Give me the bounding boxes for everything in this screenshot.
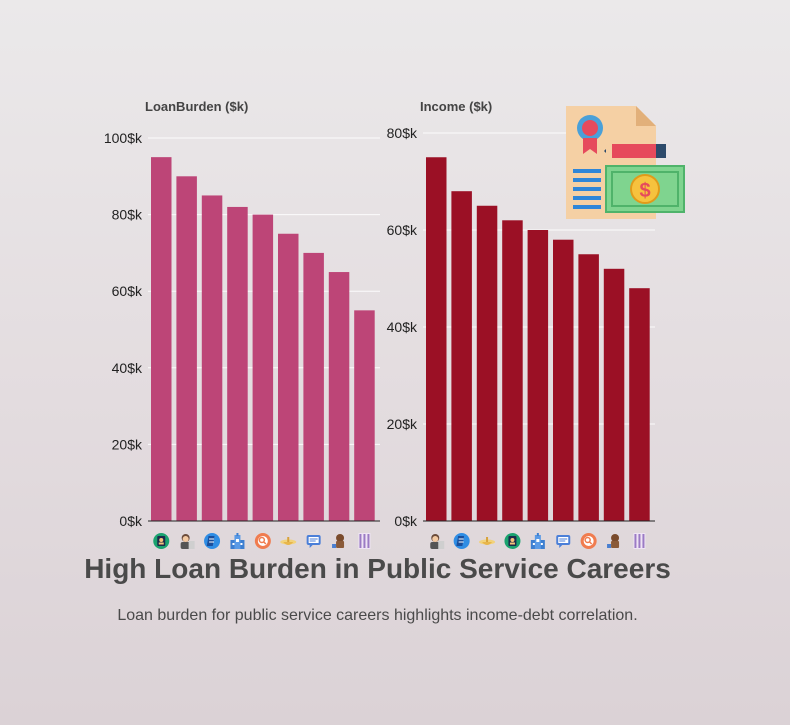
certificate-money-icon: $ bbox=[566, 106, 685, 219]
y-tick-label: 0$k bbox=[119, 513, 143, 529]
firefighter-icon bbox=[607, 534, 620, 548]
bar-librarian bbox=[201, 195, 223, 521]
social-worker-icon bbox=[430, 534, 445, 549]
teacher-icon bbox=[504, 533, 521, 549]
nonprofit-worker-icon bbox=[555, 534, 571, 549]
y-axis-ticks: 0$k 20$k 40$k 60$k 80$k 100$k bbox=[104, 130, 143, 529]
panel-label-income: Income ($k) bbox=[420, 99, 492, 114]
bar-series-income bbox=[426, 157, 650, 522]
firefighter-icon bbox=[332, 534, 345, 548]
y-tick-label: 80$k bbox=[112, 207, 143, 223]
librarian-icon bbox=[203, 532, 221, 550]
y-tick-label: 0$k bbox=[394, 513, 418, 529]
bar-nurse bbox=[227, 206, 248, 521]
bar-public-defender bbox=[578, 254, 599, 521]
bar-firefighter bbox=[328, 272, 350, 521]
panel-label-loan-burden: LoanBurden ($k) bbox=[145, 99, 248, 114]
bar-teacher bbox=[502, 220, 523, 522]
loan-burden-panel: LoanBurden ($k) 0$k 20$k 40$k 60$k 80$k 100$k bbox=[104, 99, 380, 550]
nurse-icon bbox=[530, 533, 545, 549]
teacher-icon bbox=[153, 533, 170, 549]
income-panel: Income ($k) 0$k 20$k 40$k 60$k 80$k bbox=[387, 99, 655, 550]
y-tick-label: 20$k bbox=[112, 436, 143, 452]
y-tick-label: 20$k bbox=[387, 416, 418, 432]
y-tick-label: 80$k bbox=[387, 125, 418, 141]
y-tick-label: 40$k bbox=[112, 360, 143, 376]
bar-counselor bbox=[476, 205, 498, 521]
nonprofit-worker-icon bbox=[306, 534, 322, 549]
bar-nonprofit-worker bbox=[303, 252, 324, 521]
bar-social-worker bbox=[426, 157, 447, 521]
y-tick-label: 60$k bbox=[387, 222, 418, 238]
y-tick-label: 40$k bbox=[387, 319, 418, 335]
y-axis-ticks: 0$k 20$k 40$k 60$k 80$k bbox=[387, 125, 418, 529]
social-worker-icon bbox=[180, 534, 195, 549]
bar-librarian bbox=[451, 191, 472, 521]
y-tick-label: 100$k bbox=[104, 130, 143, 146]
police-officer-icon bbox=[357, 532, 372, 550]
public-defender-icon bbox=[579, 532, 598, 550]
y-tick-label: 60$k bbox=[112, 283, 143, 299]
counselor-icon bbox=[280, 537, 297, 545]
bar-nurse bbox=[527, 230, 549, 521]
svg-text:$: $ bbox=[639, 180, 650, 202]
x-axis-category-icons bbox=[153, 532, 372, 550]
bar-series-loan-burden bbox=[151, 157, 375, 522]
counselor-icon bbox=[479, 537, 496, 545]
librarian-icon bbox=[453, 532, 471, 550]
public-defender-icon bbox=[254, 532, 272, 550]
chart-subtitle: Loan burden for public service careers h… bbox=[117, 607, 638, 624]
bar-firefighter bbox=[603, 268, 625, 521]
bar-nonprofit-worker bbox=[553, 239, 574, 521]
chart-title: High Loan Burden in Public Service Caree… bbox=[84, 553, 671, 584]
x-axis-category-icons bbox=[430, 532, 647, 550]
police-officer-icon bbox=[632, 532, 647, 550]
bar-teacher bbox=[151, 157, 172, 521]
bar-public-defender bbox=[252, 214, 274, 521]
nurse-icon bbox=[230, 533, 245, 549]
bar-police-officer bbox=[629, 288, 650, 521]
bar-counselor bbox=[278, 233, 299, 521]
bar-social-worker bbox=[176, 176, 197, 522]
bar-police-officer bbox=[354, 310, 375, 521]
